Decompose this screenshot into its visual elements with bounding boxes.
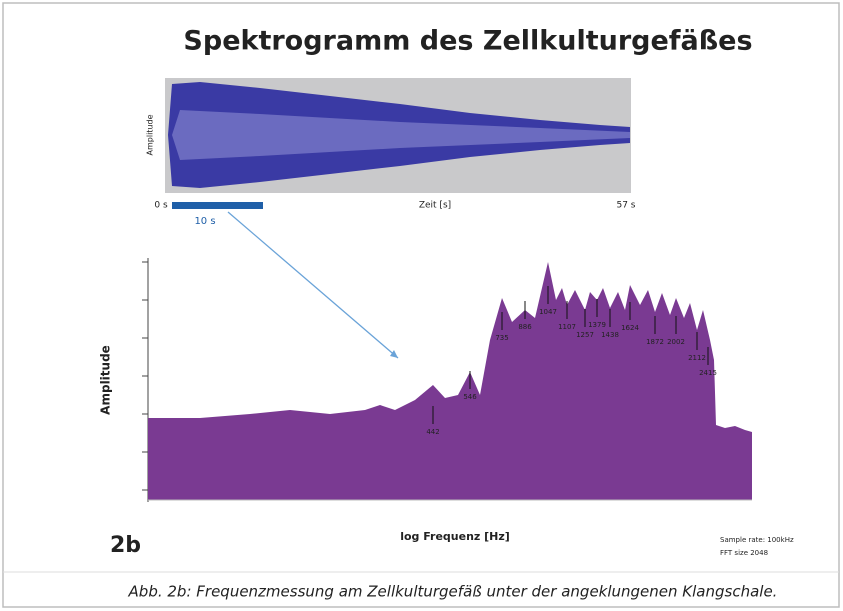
- panel-label: 2b: [110, 533, 141, 558]
- window-label: 10 s: [194, 216, 215, 227]
- peak-label: 1624: [621, 324, 639, 332]
- peak-label: 2415: [699, 369, 717, 377]
- start-label: 0 s: [154, 201, 168, 211]
- peak-label: 735: [495, 334, 508, 342]
- spectrum-y-label: Amplitude: [99, 345, 113, 415]
- note: FFT size 2048: [720, 549, 768, 557]
- peak-label: 442: [426, 428, 439, 436]
- peak-label: 1872: [646, 338, 664, 346]
- peak-label: 546: [463, 393, 477, 401]
- zoom-arrow: [227, 211, 399, 359]
- axis-ticks: [142, 261, 148, 491]
- spectrum-area: [148, 262, 752, 500]
- note: Sample rate: 100kHz: [720, 536, 794, 544]
- peak-label: 1047: [539, 308, 557, 316]
- waveform-core: [172, 110, 630, 160]
- title: Spektrogramm des Zellkulturgefäßes: [183, 26, 752, 57]
- arrow-head: [390, 350, 398, 358]
- peak-label: 886: [518, 323, 532, 331]
- caption: Abb. 2b: Frequenzmessung am Zellkulturge…: [128, 583, 778, 601]
- peak-label: 1379: [588, 321, 606, 329]
- spectrum-x-label: log Frequenz [Hz]: [400, 530, 510, 543]
- window-bar: [172, 202, 263, 209]
- peak-label: 2112: [688, 354, 706, 362]
- waveform-y-label: Amplitude: [146, 114, 155, 155]
- waveform-x-label: Zeit [s]: [419, 201, 451, 211]
- peak-label: 1257: [576, 331, 594, 339]
- peak-label: 1438: [601, 331, 619, 339]
- peak-label: 2002: [667, 338, 685, 346]
- peak-label: 1107: [558, 323, 576, 331]
- end-label: 57 s: [616, 201, 635, 211]
